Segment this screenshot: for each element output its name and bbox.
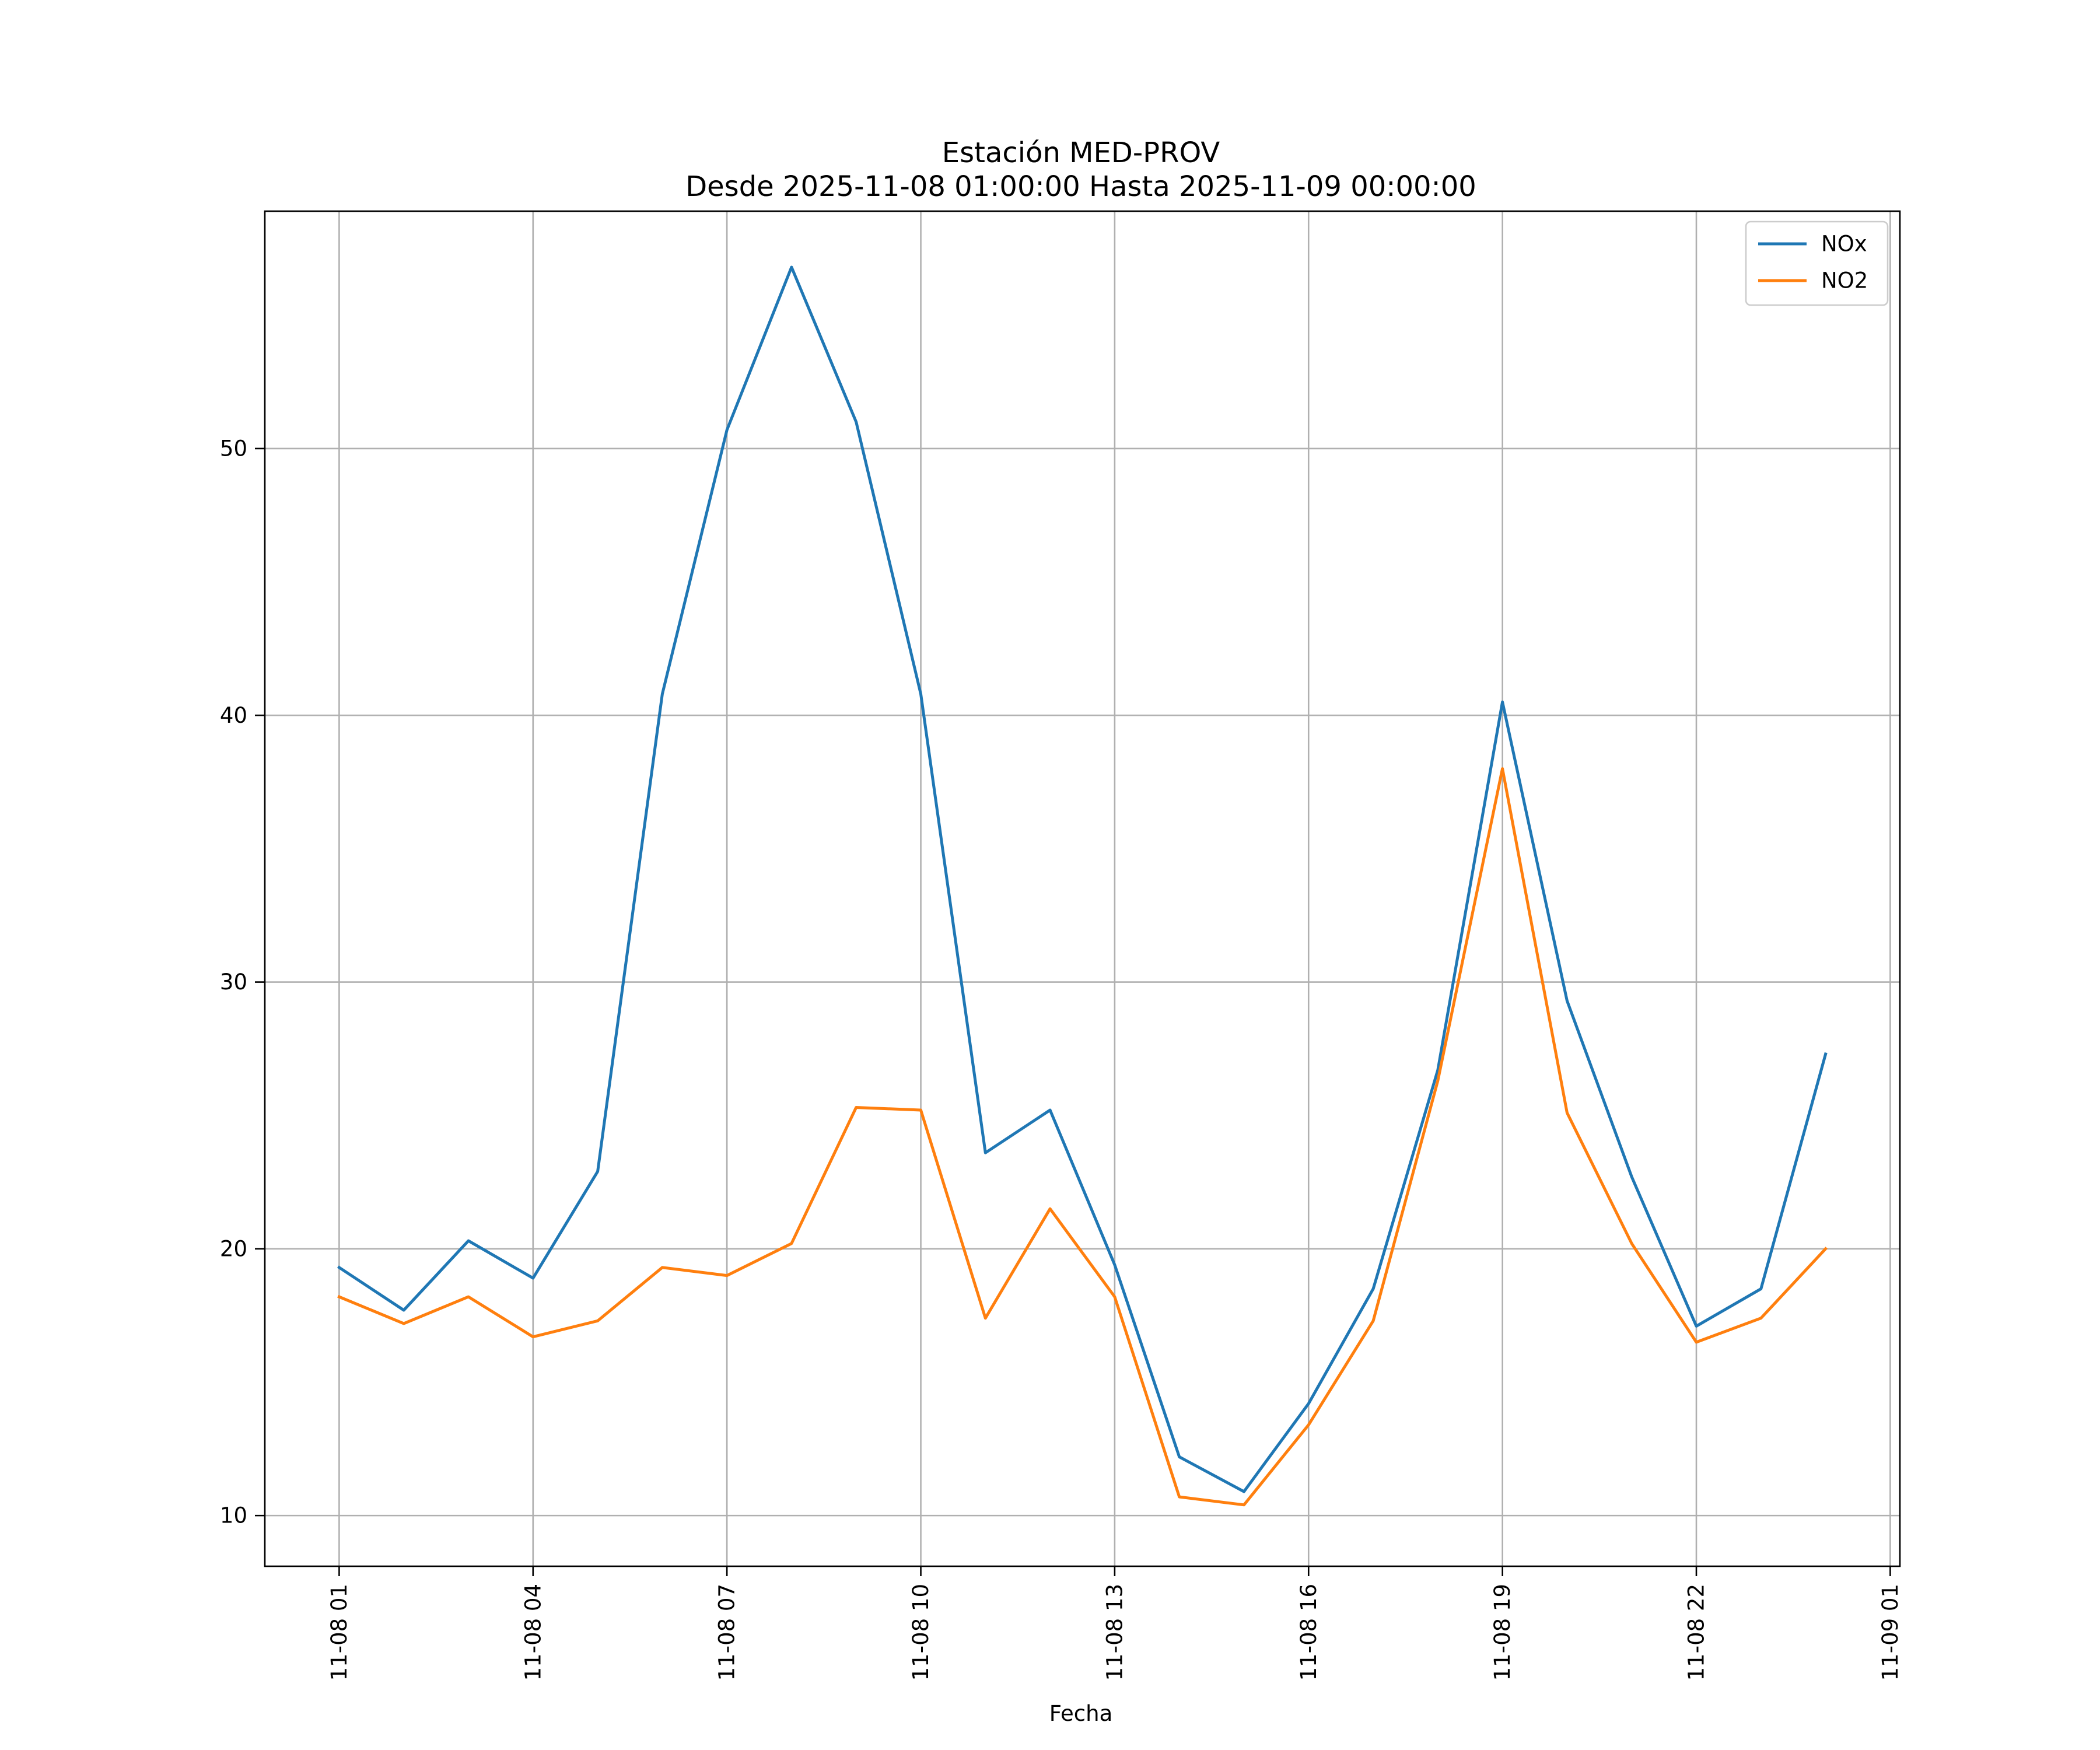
x-tick-label: 11-08 01 bbox=[327, 1584, 352, 1681]
x-tick-label: 11-08 07 bbox=[715, 1584, 740, 1681]
x-axis-label: Fecha bbox=[1049, 1701, 1113, 1726]
grid bbox=[265, 211, 1900, 1566]
legend: NOx NO2 bbox=[1745, 220, 1889, 306]
x-tick-label: 11-08 19 bbox=[1490, 1584, 1515, 1681]
y-tick-label: 30 bbox=[220, 970, 247, 995]
chart-subtitle: Desde 2025-11-08 01:00:00 Hasta 2025-11-… bbox=[685, 170, 1476, 203]
y-tick-label: 40 bbox=[220, 703, 247, 728]
y-tick-label: 50 bbox=[220, 436, 247, 461]
plot-frame bbox=[264, 210, 1901, 1567]
y-tick-label: 10 bbox=[220, 1503, 247, 1528]
x-tick-label: 11-08 16 bbox=[1296, 1584, 1321, 1681]
y-axis-ticks: 10 20 30 40 50 bbox=[220, 436, 265, 1528]
series-line-nox bbox=[337, 265, 1828, 1493]
chart-title: Estación MED-PROV bbox=[942, 136, 1220, 169]
x-tick-label: 11-08 13 bbox=[1102, 1584, 1127, 1681]
y-tick-label: 20 bbox=[220, 1236, 247, 1261]
x-tick-label: 11-09 01 bbox=[1878, 1584, 1903, 1681]
series-line-no2 bbox=[337, 767, 1828, 1507]
x-axis-ticks: 11-08 01 11-08 04 11-08 07 11-08 10 11-08 13… bbox=[327, 1566, 1903, 1681]
series-lines bbox=[337, 265, 1828, 1507]
x-tick-label: 11-08 10 bbox=[908, 1584, 933, 1681]
legend-label-no2: NO2 bbox=[1821, 268, 1868, 293]
legend-label-nox: NOx bbox=[1821, 232, 1867, 257]
x-tick-label: 11-08 22 bbox=[1684, 1584, 1709, 1681]
x-tick-label: 11-08 04 bbox=[520, 1584, 545, 1681]
